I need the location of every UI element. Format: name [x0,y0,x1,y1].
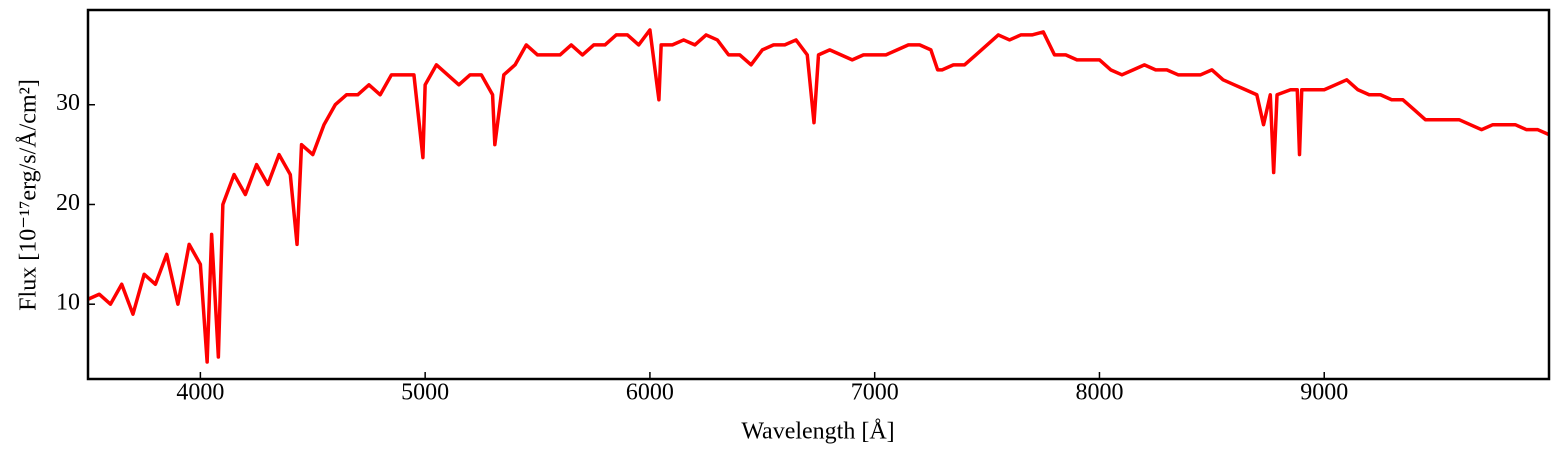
x-tick-label: 4000 [176,380,224,406]
x-tick-label: 9000 [1300,380,1348,406]
y-tick-label: 30 [56,90,80,116]
x-tick-label: 6000 [626,380,674,406]
plot-frame [86,8,1551,381]
x-tick-label: 7000 [851,380,899,406]
spectrum-line [87,28,1550,364]
x-tick-label: 8000 [1075,380,1123,406]
x-tick-label: 5000 [401,380,449,406]
x-axis-label: Wavelength [Å] [741,419,894,445]
y-tick-label: 10 [56,290,80,316]
y-tick-label: 20 [56,190,80,216]
y-axis-label: Flux [10⁻¹⁷erg/s/Å/cm²] [16,79,42,311]
